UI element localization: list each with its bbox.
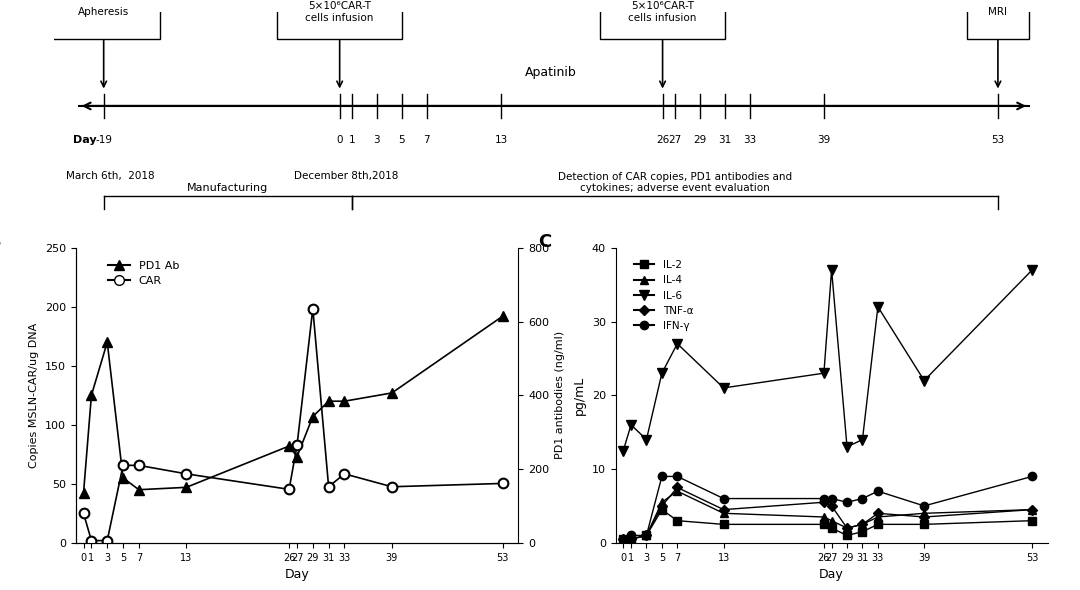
- Text: -19: -19: [95, 135, 112, 145]
- Text: Apatinib: Apatinib: [525, 66, 577, 79]
- Text: 29: 29: [693, 135, 706, 145]
- Text: 39: 39: [818, 135, 831, 145]
- FancyBboxPatch shape: [967, 0, 1029, 39]
- Legend: PD1 Ab, CAR: PD1 Ab, CAR: [104, 256, 184, 291]
- Text: 13: 13: [495, 135, 508, 145]
- Text: 26: 26: [656, 135, 670, 145]
- Text: 5×10⁶CAR-T
cells infusion: 5×10⁶CAR-T cells infusion: [629, 1, 697, 22]
- Text: 5: 5: [399, 135, 405, 145]
- Text: 3: 3: [374, 135, 380, 145]
- Text: Detection of CAR copies, PD1 antibodies and
cytokines; adverse event evaluation: Detection of CAR copies, PD1 antibodies …: [558, 172, 792, 194]
- Text: Manufacturing: Manufacturing: [187, 183, 269, 194]
- FancyBboxPatch shape: [600, 0, 725, 39]
- Legend: IL-2, IL-4, IL-6, TNF-α, IFN-γ: IL-2, IL-4, IL-6, TNF-α, IFN-γ: [630, 256, 698, 335]
- Text: 0: 0: [336, 135, 343, 145]
- FancyBboxPatch shape: [278, 0, 402, 39]
- Text: C: C: [538, 233, 551, 251]
- X-axis label: Day: Day: [820, 568, 843, 581]
- Text: Day: Day: [72, 135, 96, 145]
- Text: A: A: [60, 14, 75, 32]
- FancyBboxPatch shape: [48, 0, 160, 39]
- Y-axis label: Copies MSLN-CAR/ug DNA: Copies MSLN-CAR/ug DNA: [29, 323, 39, 468]
- Text: 1: 1: [349, 135, 355, 145]
- Y-axis label: PD1 antibodies (ng/ml): PD1 antibodies (ng/ml): [555, 331, 565, 460]
- Text: 53: 53: [991, 135, 1004, 145]
- Text: MRI: MRI: [988, 7, 1008, 17]
- Text: 7: 7: [423, 135, 430, 145]
- Text: Apheresis: Apheresis: [78, 7, 130, 17]
- X-axis label: Day: Day: [285, 568, 309, 581]
- Text: 31: 31: [718, 135, 731, 145]
- Text: December 8th,2018: December 8th,2018: [294, 171, 399, 181]
- Text: 5×10⁶CAR-T
cells infusion: 5×10⁶CAR-T cells infusion: [306, 1, 374, 22]
- Text: March 6th,  2018: March 6th, 2018: [67, 171, 156, 181]
- Text: 33: 33: [743, 135, 756, 145]
- Text: 27: 27: [669, 135, 681, 145]
- Y-axis label: pg/mL: pg/mL: [573, 376, 586, 415]
